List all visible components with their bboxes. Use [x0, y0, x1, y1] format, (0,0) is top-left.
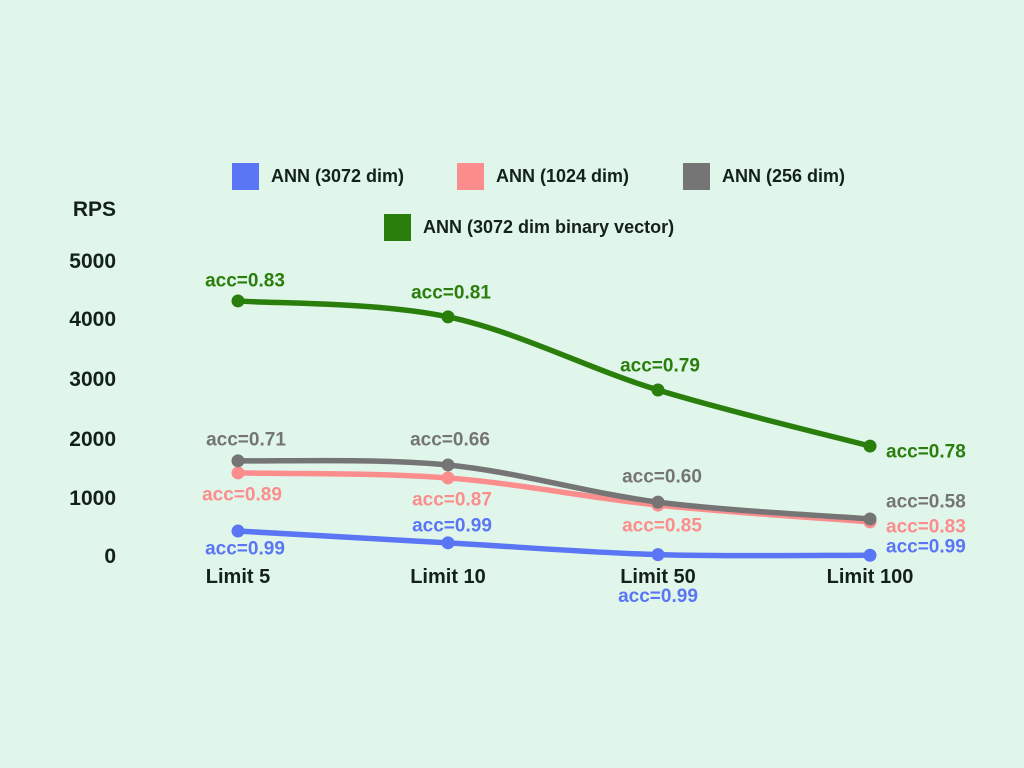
legend-item-ann-1024: ANN (1024 dim) [457, 163, 629, 190]
acc-label: acc=0.99 [886, 537, 966, 558]
series-line [235, 298, 873, 449]
data-point [441, 310, 455, 324]
legend-swatch-blue [232, 163, 259, 190]
x-label-limit-50: Limit 50 [620, 566, 696, 588]
acc-label: acc=0.99 [618, 586, 698, 607]
y-axis-title: RPS [72, 198, 116, 221]
acc-label: acc=0.78 [886, 442, 966, 463]
legend-swatch-gray [683, 163, 710, 190]
legend-swatch-green [384, 214, 411, 241]
legend-label: ANN (3072 dim) [271, 166, 405, 186]
legend-label: ANN (256 dim) [722, 166, 846, 186]
data-point [231, 454, 245, 468]
acc-label: acc=0.83 [205, 270, 285, 291]
data-point [231, 466, 245, 480]
legend-swatch-pink [457, 163, 484, 190]
legend-label: ANN (1024 dim) [496, 166, 630, 186]
y-tick-4000: 4000 [69, 308, 116, 331]
acc-label: acc=0.71 [206, 429, 286, 450]
acc-label: acc=0.99 [205, 539, 285, 560]
acc-label: acc=0.87 [412, 489, 492, 510]
y-tick-0: 0 [104, 545, 116, 568]
legend-item-ann-256: ANN (256 dim) [683, 163, 845, 190]
x-label-limit-100: Limit 100 [826, 566, 914, 588]
y-tick-1000: 1000 [69, 487, 116, 510]
y-tick-3000: 3000 [69, 368, 116, 391]
data-point [863, 548, 877, 562]
data-point [231, 524, 245, 538]
y-tick-2000: 2000 [69, 428, 116, 451]
data-point [651, 495, 665, 509]
acc-label: acc=0.60 [622, 467, 702, 488]
series-line [235, 457, 873, 522]
x-label-limit-10: Limit 10 [410, 566, 486, 588]
acc-label: acc=0.81 [411, 282, 491, 303]
data-point [651, 383, 665, 397]
data-point [231, 294, 245, 308]
data-point [863, 439, 877, 453]
acc-label: acc=0.99 [412, 515, 492, 536]
acc-label: acc=0.66 [410, 429, 490, 450]
data-point [651, 548, 665, 562]
data-point [863, 512, 877, 526]
acc-label: acc=0.85 [622, 516, 702, 537]
acc-label: acc=0.58 [886, 491, 966, 512]
legend-label: ANN (3072 dim binary vector) [423, 217, 675, 237]
series-line [235, 528, 873, 559]
acc-label: acc=0.79 [620, 356, 700, 377]
x-label-limit-5: Limit 5 [205, 566, 271, 588]
acc-label: acc=0.83 [886, 516, 966, 537]
data-point [441, 458, 455, 472]
data-point [441, 471, 455, 485]
legend-item-ann-3072-binary: ANN (3072 dim binary vector) [384, 214, 674, 241]
acc-label: acc=0.89 [202, 484, 282, 505]
data-point [441, 536, 455, 550]
y-tick-5000: 5000 [69, 250, 116, 273]
legend-item-ann-3072: ANN (3072 dim) [232, 163, 404, 190]
